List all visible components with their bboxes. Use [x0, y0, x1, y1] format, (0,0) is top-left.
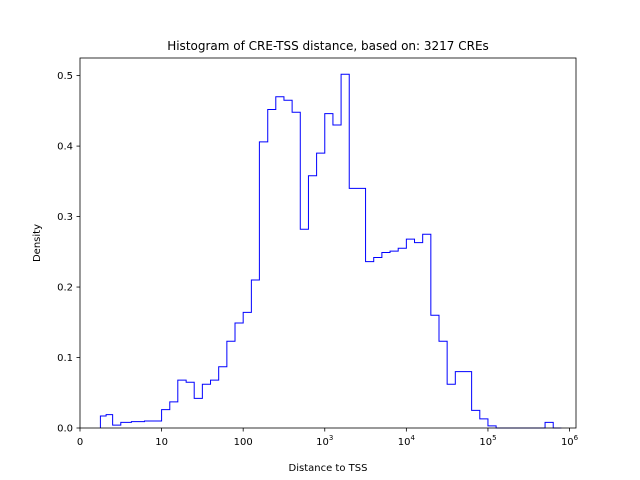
- y-tick-label: 0.0: [57, 424, 73, 435]
- x-tick-label: 104: [398, 434, 416, 448]
- y-tick-label: 0.2: [57, 283, 73, 294]
- y-tick-label: 0.4: [57, 142, 73, 153]
- x-axis: 0 10 100 103 104 105 106: [77, 428, 579, 448]
- x-axis-label: Distance to TSS: [289, 463, 368, 474]
- y-tick-label: 0.1: [57, 353, 73, 364]
- x-tick-label: 100: [234, 437, 253, 448]
- x-tick-label: 105: [479, 434, 496, 448]
- x-tick-label: 10: [155, 437, 168, 448]
- y-axis: 0.0 0.1 0.2 0.3 0.4 0.5: [57, 71, 80, 435]
- y-axis-label: Density: [32, 224, 43, 262]
- plot-area: [99, 73, 562, 429]
- histogram-step-outline: [99, 73, 562, 429]
- x-tick-label: 106: [561, 434, 579, 448]
- plot-frame: [79, 57, 577, 429]
- x-tick-label: 103: [316, 434, 333, 448]
- y-tick-label: 0.3: [57, 212, 73, 223]
- chart-title: Histogram of CRE-TSS distance, based on:…: [167, 39, 489, 53]
- y-tick-label: 0.5: [57, 71, 73, 82]
- x-tick-label: 0: [77, 437, 83, 448]
